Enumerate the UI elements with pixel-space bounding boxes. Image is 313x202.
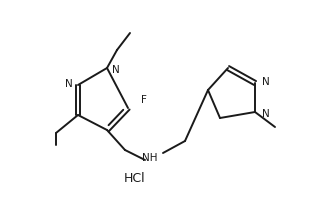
Text: N: N bbox=[112, 65, 120, 75]
Text: N: N bbox=[262, 77, 270, 87]
Text: NH: NH bbox=[142, 153, 158, 163]
Text: F: F bbox=[141, 95, 147, 105]
Text: HCl: HCl bbox=[124, 171, 146, 184]
Text: N: N bbox=[262, 109, 270, 119]
Text: N: N bbox=[65, 79, 73, 89]
